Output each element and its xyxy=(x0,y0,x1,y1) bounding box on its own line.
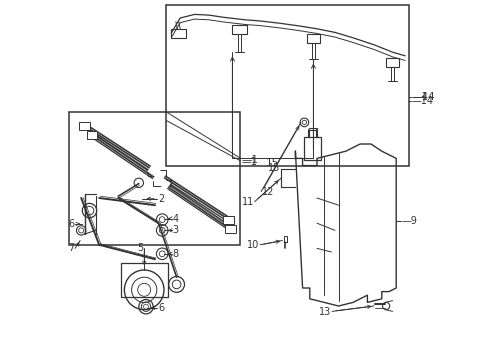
Text: 8: 8 xyxy=(172,249,178,259)
Bar xyxy=(232,25,247,34)
Bar xyxy=(284,236,287,242)
Text: 3: 3 xyxy=(172,225,178,235)
Text: 7: 7 xyxy=(69,243,75,253)
Text: —1: —1 xyxy=(242,155,258,165)
Text: —1: —1 xyxy=(242,157,257,167)
Bar xyxy=(171,29,186,38)
FancyBboxPatch shape xyxy=(223,216,234,224)
Text: 5: 5 xyxy=(137,243,144,253)
Text: 6: 6 xyxy=(69,219,75,229)
Bar xyxy=(224,216,232,223)
Text: —9: —9 xyxy=(401,216,417,226)
Text: 12: 12 xyxy=(262,186,275,197)
Text: 15: 15 xyxy=(266,158,279,168)
Bar xyxy=(89,133,97,139)
Bar xyxy=(153,180,171,186)
Text: 4: 4 xyxy=(172,213,178,224)
Bar xyxy=(166,5,409,166)
FancyBboxPatch shape xyxy=(79,122,90,130)
Polygon shape xyxy=(153,175,170,189)
Text: 2: 2 xyxy=(158,194,164,204)
Text: —4: —4 xyxy=(411,92,428,102)
Bar xyxy=(304,137,320,160)
Bar xyxy=(148,170,166,176)
Text: 15: 15 xyxy=(268,163,280,174)
Bar xyxy=(386,58,399,67)
Text: 11: 11 xyxy=(242,197,254,207)
Bar xyxy=(227,226,235,233)
FancyBboxPatch shape xyxy=(225,225,236,233)
Bar xyxy=(121,263,168,297)
Text: —14: —14 xyxy=(411,92,435,102)
FancyBboxPatch shape xyxy=(87,131,98,139)
Text: 13: 13 xyxy=(319,307,331,318)
Text: 10: 10 xyxy=(247,240,259,250)
Text: 6: 6 xyxy=(158,303,164,313)
Text: —14: —14 xyxy=(412,96,434,106)
Bar xyxy=(307,34,320,43)
Bar xyxy=(69,112,240,245)
Polygon shape xyxy=(148,166,165,180)
Bar xyxy=(80,123,88,129)
